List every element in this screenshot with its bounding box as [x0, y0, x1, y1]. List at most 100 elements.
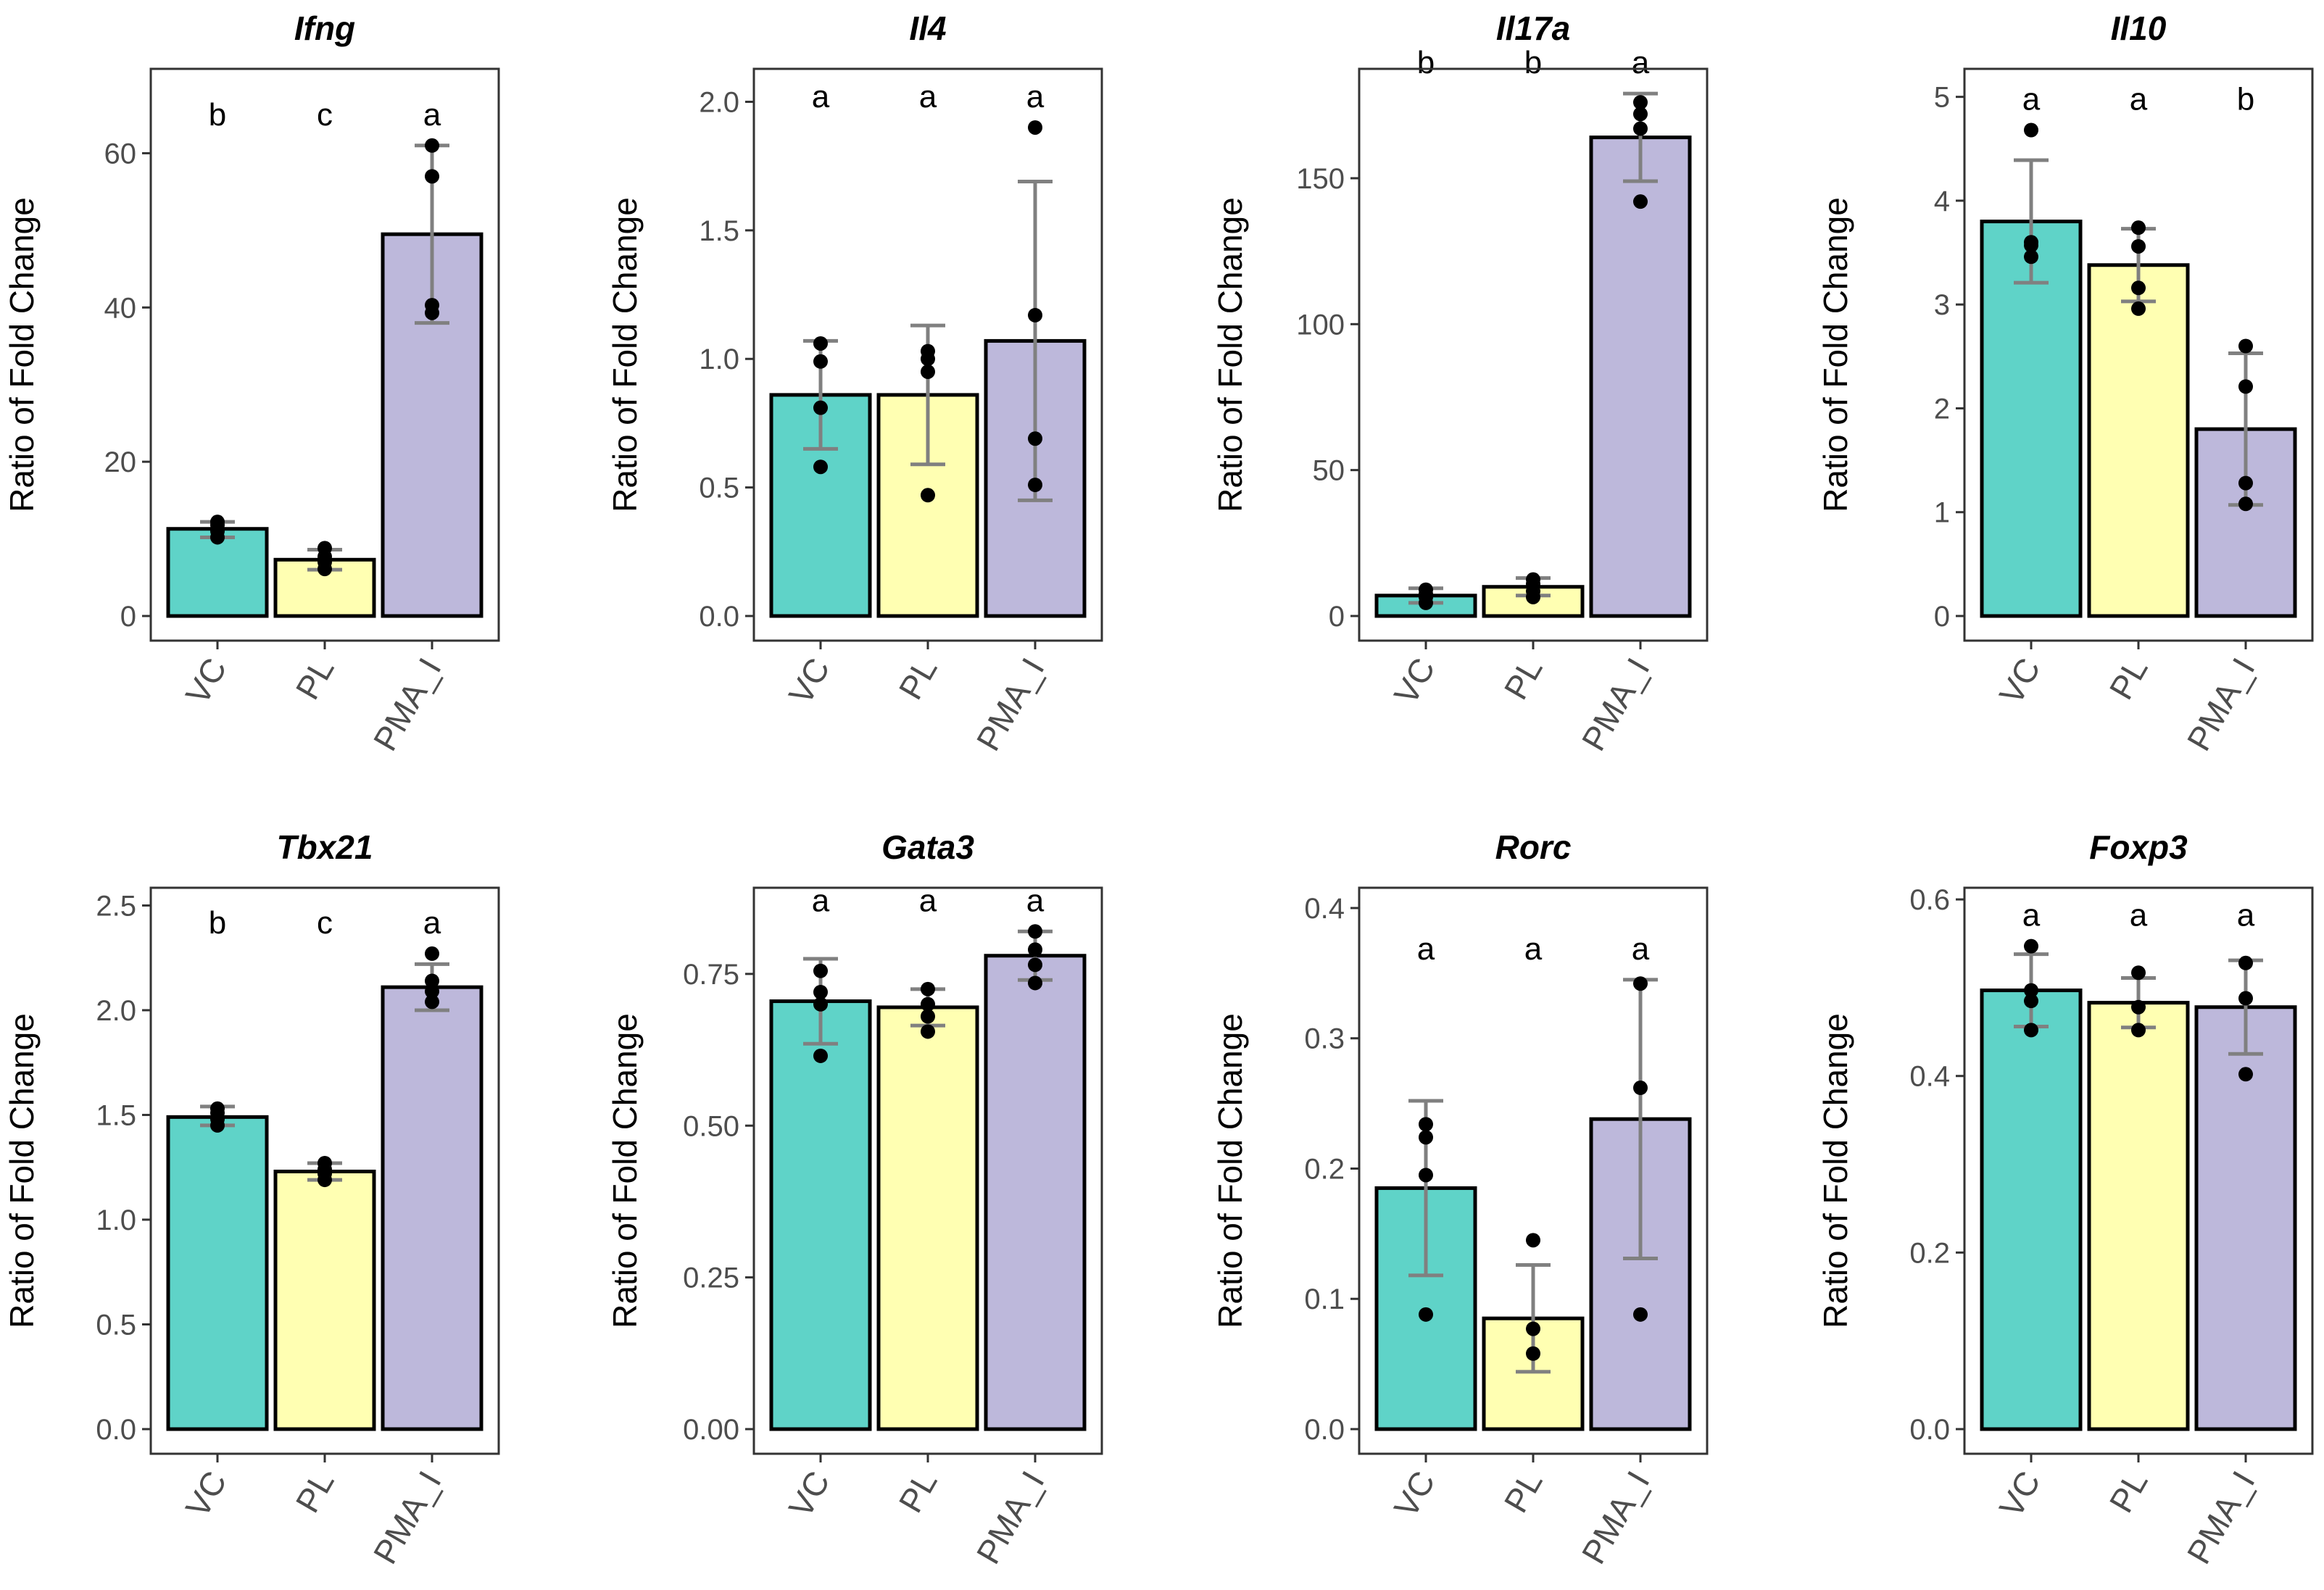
y-tick-label: 4 [1934, 186, 1950, 217]
data-point-pl [1526, 1233, 1540, 1248]
data-point-vc [1419, 1117, 1433, 1132]
y-tick-label: 0.0 [699, 601, 739, 633]
y-axis-label: Ratio of Fold Change [606, 197, 644, 512]
significance-letter: a [1026, 79, 1045, 115]
data-point-pma_i [1028, 478, 1042, 493]
bar-vc [1980, 220, 2083, 618]
significance-letter: a [2022, 898, 2041, 933]
bar-pl [2087, 1001, 2190, 1431]
data-point-pl [921, 364, 935, 379]
significance-letter: a [1417, 931, 1435, 967]
panel-title: Tbx21 [277, 828, 373, 866]
significance-letter: b [1524, 45, 1542, 80]
panel-il17a: Il17a Ratio of Fold Change b b a 0 50 100 150 VC P… [1211, 9, 1709, 757]
y-tick-label: 2.5 [96, 890, 136, 922]
bar-pl [273, 1170, 376, 1431]
significance-letter: a [1632, 931, 1650, 967]
data-point-pma_i [425, 298, 439, 313]
significance-letter: a [1632, 45, 1650, 80]
data-point-pl [1526, 1346, 1540, 1361]
y-tick-label: 2.0 [699, 86, 739, 118]
y-tick-label: 0.75 [683, 959, 739, 991]
data-point-vc [813, 1048, 828, 1063]
x-tick-label-pl: PL [891, 1465, 944, 1519]
bar-pma_i [984, 954, 1087, 1431]
bar-pl [876, 1005, 979, 1431]
y-tick-label: 1.0 [699, 344, 739, 375]
data-point-pma_i [1633, 1081, 1648, 1096]
x-tick-label-pl: PL [2101, 1465, 2154, 1519]
significance-letter: c [317, 905, 333, 941]
data-point-pma_i [1028, 431, 1042, 446]
data-point-vc [1419, 1167, 1433, 1183]
data-point-vc [2024, 938, 2038, 954]
data-point-pl [921, 1009, 935, 1024]
panel-title: Gata3 [881, 828, 974, 866]
bar-pl [2087, 263, 2190, 618]
data-point-pma_i [425, 138, 439, 153]
y-axis-label: Ratio of Fold Change [3, 1013, 41, 1328]
x-tick-label-pma_i: PMA_I [2180, 652, 2262, 757]
data-point-vc [1419, 1307, 1433, 1322]
panel-il10: Il10 Ratio of Fold Change a a b 0 1 2 3 4 5 VC PL PMA… [1817, 9, 2314, 757]
y-tick-label: 0.25 [683, 1262, 739, 1294]
x-tick-label-pl: PL [2101, 652, 2154, 706]
data-point-vc [2024, 235, 2038, 250]
data-point-pl [2131, 999, 2146, 1015]
x-tick-label-pl: PL [1496, 1465, 1549, 1519]
x-tick-label-vc: VC [1387, 652, 1443, 710]
y-tick-label: 20 [104, 446, 137, 478]
data-point-vc [813, 459, 828, 475]
data-point-pma_i [2238, 1067, 2253, 1082]
data-point-pma_i [2238, 379, 2253, 394]
y-tick-label: 0.00 [683, 1414, 739, 1446]
significance-letter: b [1417, 45, 1435, 80]
y-tick-label: 0.2 [1909, 1237, 1950, 1269]
data-point-pma_i [1028, 942, 1042, 957]
y-tick-label: 0.0 [1304, 1414, 1345, 1446]
panel-title: Il17a [1496, 9, 1570, 47]
data-point-vc [2024, 994, 2038, 1009]
bar-pma_i [1589, 136, 1692, 618]
x-tick-label-pma_i: PMA_I [1574, 652, 1657, 757]
data-point-pl [921, 344, 935, 359]
data-point-vc [1419, 582, 1433, 597]
y-tick-label: 0.6 [1909, 884, 1950, 916]
data-point-pl [1526, 1321, 1540, 1336]
x-tick-label-vc: VC [1387, 1465, 1443, 1523]
significance-letter: a [1524, 931, 1543, 967]
data-point-vc [813, 354, 828, 369]
y-tick-label: 0 [1329, 601, 1345, 633]
y-tick-label: 0 [1934, 601, 1950, 633]
y-tick-label: 40 [104, 292, 137, 324]
data-point-vc [2024, 1023, 2038, 1038]
y-tick-label: 1.0 [96, 1204, 136, 1236]
data-point-pl [2131, 220, 2146, 236]
data-point-pma_i [425, 983, 439, 999]
data-point-pma_i [1633, 107, 1648, 122]
data-point-pma_i [1028, 120, 1042, 135]
data-point-pl [921, 996, 935, 1012]
y-tick-label: 0.5 [699, 473, 739, 504]
panel-rorc: Rorc Ratio of Fold Change a a a 0.0 0.1 0.2 0.3 0… [1211, 828, 1709, 1570]
data-point-pl [2131, 965, 2146, 981]
bar-vc [1980, 988, 2083, 1431]
data-point-pl [318, 541, 332, 556]
data-point-pma_i [2238, 496, 2253, 512]
panel-title: Il10 [2111, 9, 2167, 47]
x-tick-label-pl: PL [891, 652, 944, 706]
x-tick-label-pma_i: PMA_I [969, 652, 1052, 757]
data-point-vc [2024, 249, 2038, 265]
x-tick-label-vc: VC [1992, 652, 2048, 710]
data-point-vc [813, 985, 828, 999]
y-tick-label: 50 [1313, 455, 1345, 487]
y-axis-label: Ratio of Fold Change [1211, 197, 1249, 512]
y-tick-label: 0.0 [1909, 1414, 1950, 1446]
significance-letter: a [2022, 82, 2041, 117]
data-point-vc [813, 963, 828, 978]
errorbar-pma_i [1018, 179, 1053, 502]
y-tick-label: 3 [1934, 289, 1950, 321]
y-tick-label: 1.5 [96, 1099, 136, 1131]
y-tick-label: 5 [1934, 82, 1950, 114]
